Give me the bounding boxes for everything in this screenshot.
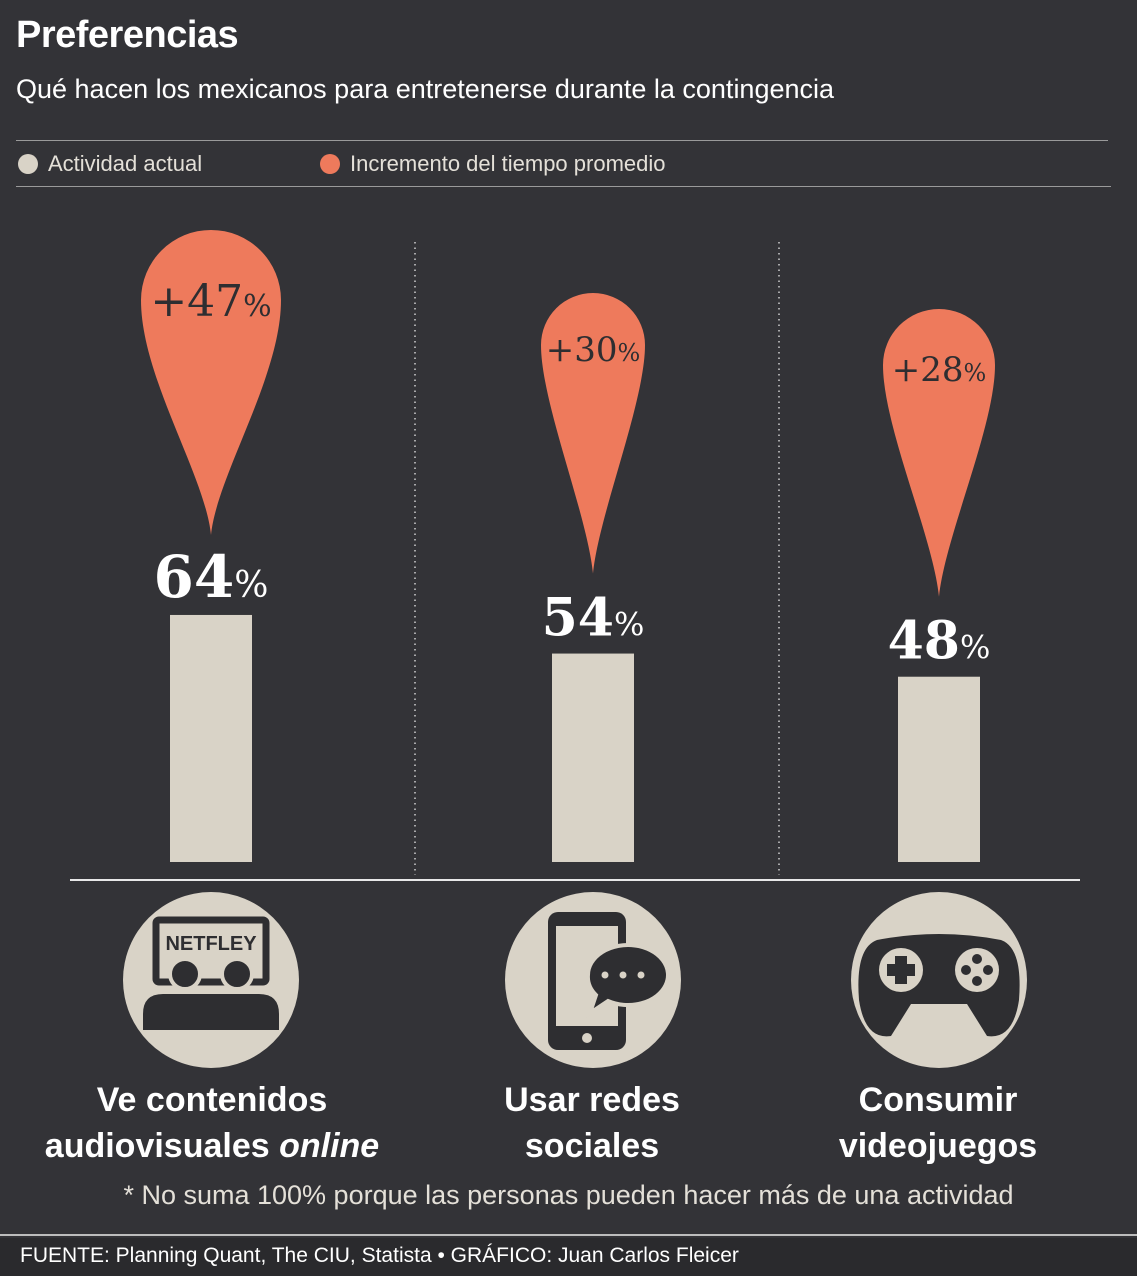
gamepad-button-3 (961, 965, 971, 975)
footer: FUENTE: Planning Quant, The CIU, Statist… (0, 1238, 1137, 1276)
page-title: Preferencias (16, 14, 239, 56)
gamepad-button-0 (972, 954, 982, 964)
pin-value-unit-0: % (243, 289, 272, 324)
gamepad-button-2 (972, 976, 982, 986)
legend-top-rule (16, 140, 1108, 141)
tv-screen-frame (152, 916, 270, 986)
bar-value-number-0: 64 (154, 543, 235, 611)
source-credit: FUENTE: Planning Quant, The CIU, Statist… (20, 1244, 739, 1267)
category-label-2-line1: Consumir (858, 1081, 1018, 1119)
tv-screen-text: NETFLEY (165, 933, 257, 955)
pin-value-unit-1: % (617, 339, 640, 367)
gamepad-button-1 (983, 965, 993, 975)
pin-increment-0 (141, 229, 281, 535)
pin-value-number-0: +47 (150, 276, 243, 327)
bar-value-label-1: 54% (542, 588, 645, 649)
category-label-2: Consumir videojuegos (758, 1077, 1118, 1169)
pin-value-label-0: +47% (150, 276, 271, 327)
chat-bubble (585, 943, 670, 1018)
category-label-0-line2: audiovisuales (44, 1127, 270, 1165)
footnote: * No suma 100% porque las personas puede… (123, 1180, 1014, 1210)
legend-item-incremento: Incremento del tiempo promedio (320, 148, 666, 180)
category-label-0: Ve contenidos audiovisuales online (32, 1077, 392, 1169)
chat-dot-1 (619, 971, 627, 979)
bar-value-number-2: 48 (888, 611, 960, 672)
pin-value-label-1: +30% (546, 330, 641, 370)
bar-actual-0 (170, 614, 252, 862)
pin-value-unit-2: % (963, 359, 986, 387)
bar-value-unit-1: % (614, 606, 644, 644)
legend-label-actual: Actividad actual (48, 151, 203, 176)
chat-dot-2 (637, 971, 645, 979)
category-label-2-line2: videojuegos (838, 1127, 1038, 1165)
bar-actual-1 (552, 653, 634, 862)
bar-value-label-2: 48% (888, 611, 991, 672)
pin-increment-2 (883, 309, 995, 597)
page-subtitle: Qué hacen los mexicanos para entreteners… (16, 74, 835, 104)
legend-item-actual: Actividad actual (18, 148, 202, 180)
bar-actual-2 (898, 676, 980, 862)
viewer-bodies (143, 994, 279, 1030)
category-label-0-line1: Ve contenidos (96, 1081, 328, 1119)
gamepad-buttons-ring (955, 948, 999, 992)
category-label-1-line2: sociales (524, 1127, 660, 1165)
bar-value-label-0: 64% (154, 543, 269, 611)
phone-home-button (582, 1033, 592, 1043)
gamepad-dpad (887, 956, 915, 984)
category-label-1: Usar redes sociales (412, 1077, 772, 1169)
viewer-head-right (220, 957, 254, 991)
pin-value-label-2: +28% (892, 350, 987, 390)
legend-bottom-rule (16, 186, 1111, 187)
pin-increment-1 (541, 293, 645, 574)
bar-value-number-1: 54 (542, 588, 614, 649)
footer-rule (0, 1234, 1137, 1236)
chat-dot-0 (601, 971, 609, 979)
viewer-head-left (168, 957, 202, 991)
bar-value-unit-2: % (960, 629, 990, 667)
bar-value-unit-0: % (234, 565, 268, 606)
legend-swatch-actual (18, 154, 38, 174)
pin-value-number-1: +30 (546, 330, 618, 370)
category-label-1-line1: Usar redes (504, 1081, 680, 1119)
pin-value-number-2: +28 (892, 350, 964, 390)
legend-label-incremento: Incremento del tiempo promedio (350, 151, 666, 176)
category-label-0-italic: online (279, 1127, 380, 1165)
legend-swatch-incremento (320, 154, 340, 174)
